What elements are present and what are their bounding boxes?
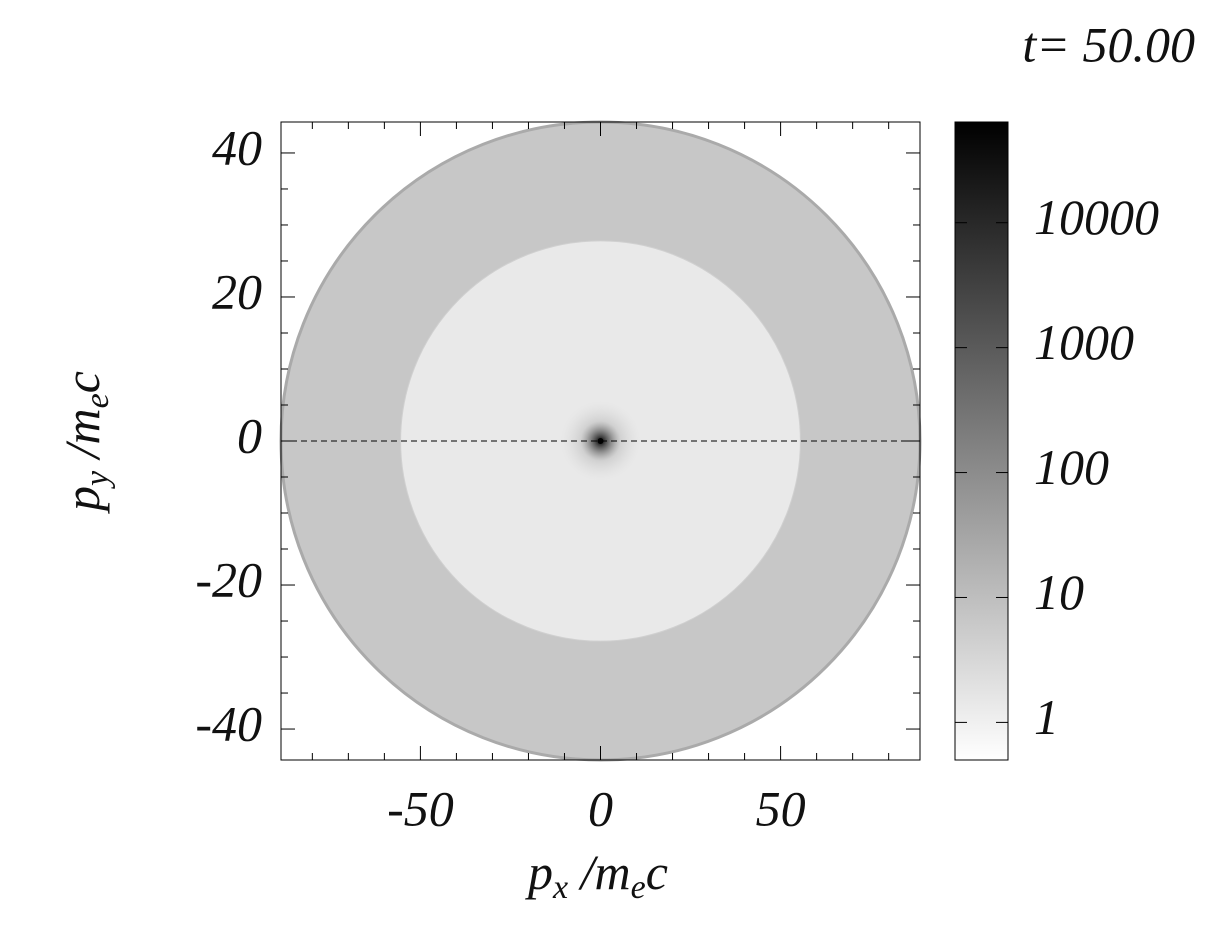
x-axis-label-subscript: e (631, 869, 646, 906)
colorbar (954, 121, 1009, 761)
x-axis-label-part: c (646, 844, 668, 900)
colorbar-tick-label: 100 (1034, 439, 1109, 495)
x-axis-label: px /mec (525, 844, 668, 905)
x-tick-label: 50 (756, 780, 806, 836)
y-axis-label-subscript: e (79, 393, 116, 408)
chart-title: t= 50.00 (1022, 16, 1195, 72)
y-tick-label: 0 (237, 407, 262, 463)
colorbar-tick-label: 10 (1034, 564, 1084, 620)
y-tick-label: 40 (212, 119, 262, 175)
colorbar-tick-label: 1000 (1034, 314, 1134, 370)
y-axis-label-part: c (54, 371, 110, 393)
peak-core (597, 438, 604, 444)
x-axis-label-part: p (525, 844, 553, 900)
x-axis-label-subscript: x (552, 869, 568, 906)
y-axis-label-part: /m (54, 408, 110, 471)
colorbar-tick-label: 10000 (1034, 189, 1159, 245)
y-axis-label-part: p (54, 486, 110, 514)
y-tick-label: 20 (212, 263, 262, 319)
x-tick-label: -50 (387, 780, 454, 836)
colorbar-tick-label: 1 (1034, 689, 1059, 745)
x-tick-label: 0 (588, 780, 613, 836)
y-tick-label: -20 (195, 551, 262, 607)
y-axis-label-subscript: y (79, 470, 116, 489)
x-axis-label-part: /m (568, 844, 631, 900)
y-tick-label: -40 (195, 696, 262, 752)
y-axis-label: py /mec (54, 371, 115, 514)
